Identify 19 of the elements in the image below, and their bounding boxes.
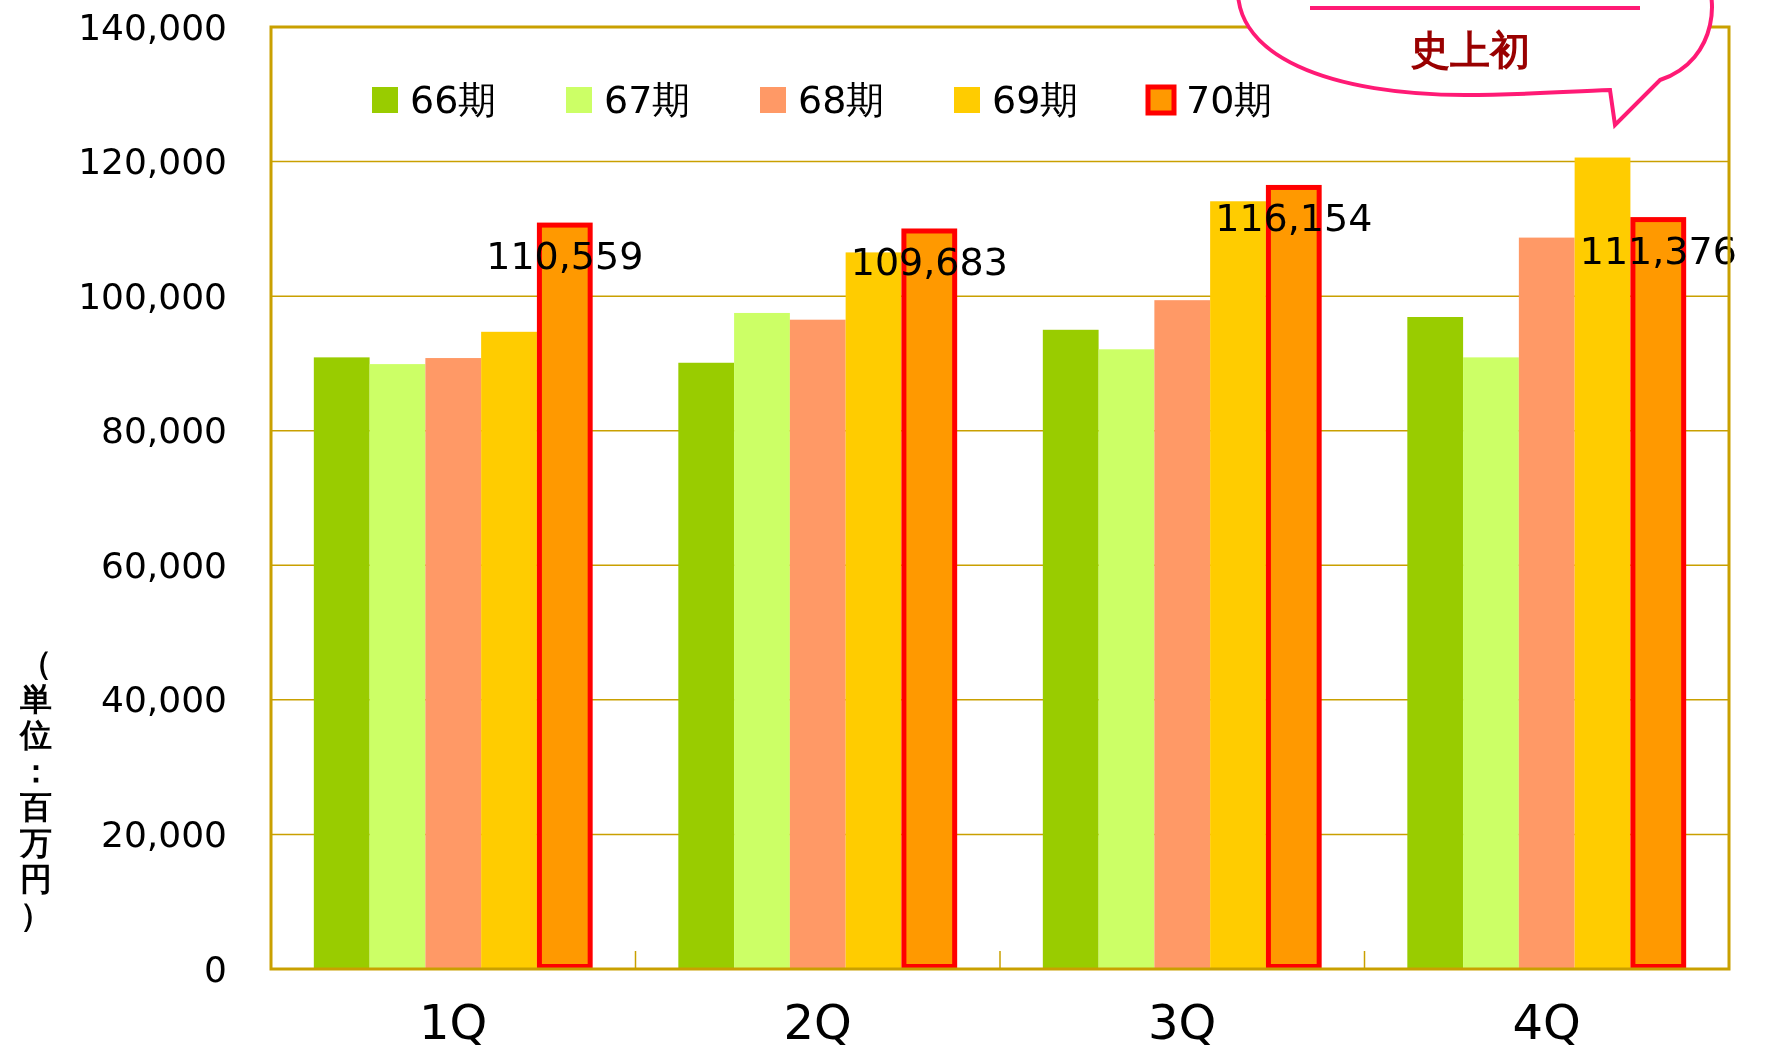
legend-label: 68期 xyxy=(798,78,885,122)
legend-label: 69期 xyxy=(992,78,1079,122)
x-tick-label: 3Q xyxy=(1148,994,1217,1050)
y-tick-label: 20,000 xyxy=(101,813,227,855)
y-tick-label: 100,000 xyxy=(78,275,227,317)
x-tick-label: 4Q xyxy=(1512,994,1581,1050)
y-tick-label: 0 xyxy=(204,948,227,990)
y-tick-label: 60,000 xyxy=(101,544,227,586)
x-tick-label: 2Q xyxy=(783,994,852,1050)
legend-label: 70期 xyxy=(1186,78,1273,122)
y-tick-label: 120,000 xyxy=(78,141,227,183)
legend-label: 66期 xyxy=(410,78,497,122)
y-tick-label: 40,000 xyxy=(101,679,227,721)
x-tick-label: 1Q xyxy=(419,994,488,1050)
legend-label: 67期 xyxy=(604,78,691,122)
annotation: 史上初 xyxy=(1410,27,1530,73)
y-tick-label: 80,000 xyxy=(101,410,227,452)
y-tick-label: 140,000 xyxy=(78,6,227,48)
y-axis-title: （単位：百万円） xyxy=(19,644,52,934)
